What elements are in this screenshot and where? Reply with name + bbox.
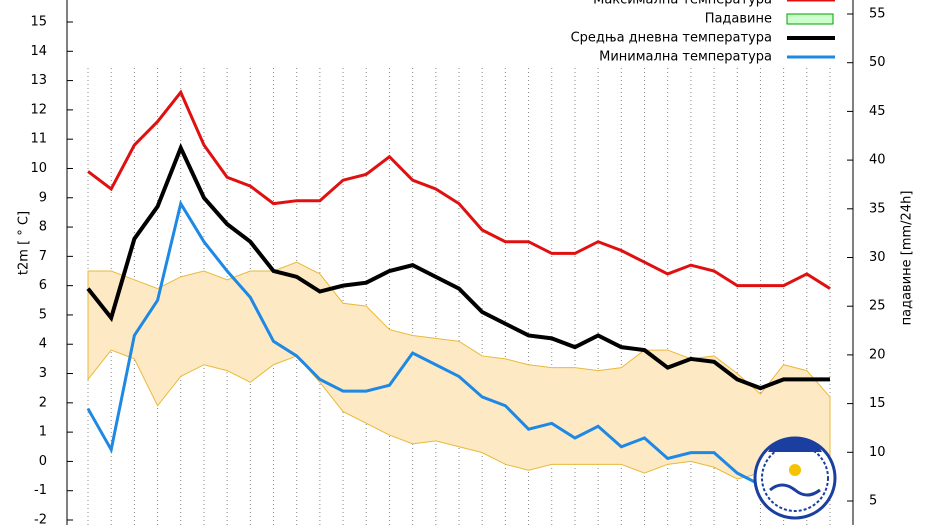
y-tick-label: 2 [39, 395, 47, 410]
y2-tick-label: 50 [869, 55, 886, 70]
y-tick-label: 13 [30, 73, 47, 88]
y2-tick-label: 45 [869, 104, 886, 119]
y-tick-label: -2 [34, 513, 47, 525]
y-axis-label: t2m [ ° C] [17, 211, 32, 275]
y2-tick-label: 20 [869, 347, 886, 362]
y2-tick-label: 10 [869, 445, 886, 460]
y-tick-label: 5 [39, 307, 47, 322]
y-tick-label: 12 [30, 102, 47, 117]
y-tick-label: 10 [30, 161, 47, 176]
y2-axis-label: падавине [mm/24h] [900, 191, 915, 326]
y-tick-label: 11 [30, 132, 47, 147]
y-tick-label: 8 [39, 220, 47, 235]
legend-label: Падавине [705, 12, 772, 27]
y-tick-label: 1 [39, 425, 47, 440]
y-tick-label: 3 [39, 366, 47, 381]
y2-tick-label: 15 [869, 396, 886, 411]
line-series [87, 89, 831, 290]
y2-tick-label: 40 [869, 153, 886, 168]
y-tick-label: 0 [39, 454, 47, 469]
legend-label: Максимална температура [593, 0, 772, 8]
legend-label: Средња дневна температура [571, 31, 772, 46]
y-tick-label: 14 [30, 44, 47, 59]
y-tick-label: 6 [39, 278, 47, 293]
y-tick-label: 4 [39, 337, 47, 352]
y-tick-label: 9 [39, 190, 47, 205]
line-series [86, 142, 830, 391]
y2-tick-label: 25 [869, 299, 886, 314]
y-tick-label: -1 [34, 483, 47, 498]
y2-tick-label: 5 [869, 494, 877, 509]
y2-tick-label: 55 [869, 7, 886, 22]
y2-tick-label: 30 [869, 250, 886, 265]
y-tick-label: 15 [30, 15, 47, 30]
logo-cloud [768, 437, 822, 452]
y2-tick-label: 35 [869, 201, 886, 216]
line-series [86, 199, 830, 487]
logo-wave [769, 483, 821, 497]
legend-swatch [786, 13, 834, 25]
y-tick-label: 7 [39, 249, 47, 264]
logo-sun [789, 464, 801, 476]
legend-label: Минимална температура [599, 50, 772, 65]
logo [753, 436, 837, 520]
